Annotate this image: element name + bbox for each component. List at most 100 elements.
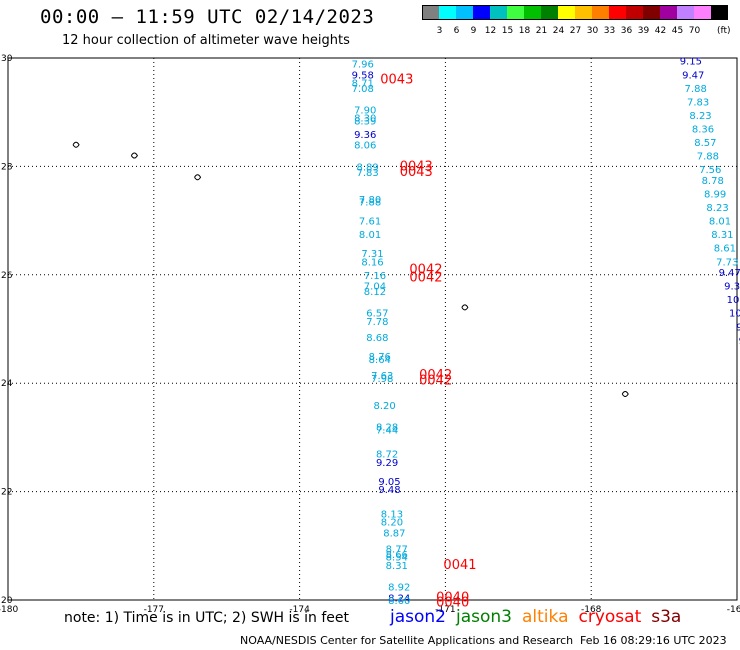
color-scale-swatch bbox=[558, 5, 575, 20]
wave-height-label: 8.13 bbox=[381, 509, 403, 520]
color-scale-swatch bbox=[626, 5, 643, 20]
island-outline bbox=[461, 304, 469, 311]
footnote: note: 1) Time is in UTC; 2) SWH is in fe… bbox=[64, 610, 350, 626]
wave-height-label: 7.83 bbox=[357, 168, 379, 179]
wave-height-label: 7.83 bbox=[687, 97, 709, 108]
x-tick-label: -180 bbox=[0, 605, 18, 615]
wave-height-label: 8.78 bbox=[702, 176, 724, 187]
wave-height-label: 10. bbox=[727, 295, 740, 306]
wave-height-label: 7.16 bbox=[364, 271, 386, 282]
x-tick-label: -177 bbox=[144, 605, 164, 615]
wave-height-label: 9.29 bbox=[376, 458, 398, 469]
legend-entry: jason3 bbox=[456, 607, 512, 627]
cryosat-pass-label: 0043 bbox=[400, 159, 433, 174]
color-scale-swatch bbox=[473, 5, 490, 20]
wave-height-label: 7.63 bbox=[371, 371, 393, 382]
x-tick-label: -174 bbox=[289, 605, 310, 615]
color-scale-label: 24 bbox=[552, 26, 565, 36]
wave-height-label: 8.23 bbox=[689, 111, 711, 122]
wave-height-label: 7.04 bbox=[364, 282, 386, 293]
color-scale-label: 27 bbox=[569, 26, 582, 36]
wave-height-label: 7.80 bbox=[359, 195, 381, 206]
wave-height-label: 8.31 bbox=[386, 561, 408, 572]
color-scale-label: 9 bbox=[470, 26, 477, 36]
wave-height-label: 8.31 bbox=[711, 230, 733, 241]
credit-text: NOAA/NESDIS Center for Satellite Applica… bbox=[240, 634, 574, 647]
wave-height-label: 8.23 bbox=[706, 203, 728, 214]
color-scale-swatch bbox=[592, 5, 609, 20]
wave-height-label: 8.24 bbox=[388, 593, 410, 604]
wave-height-label: 9.05 bbox=[378, 477, 400, 488]
wave-height-label: 7.88 bbox=[685, 84, 707, 95]
wave-height-label: 8.77 bbox=[386, 545, 408, 556]
color-scale-label: 6 bbox=[453, 26, 460, 36]
color-scale-swatch bbox=[541, 5, 558, 20]
wave-height-label: 7.61 bbox=[359, 217, 381, 228]
color-scale-label: 21 bbox=[535, 26, 548, 36]
wave-height-label: 8.66 bbox=[386, 550, 408, 561]
y-tick-label: 24 bbox=[1, 379, 13, 389]
color-scale-label: 42 bbox=[654, 26, 667, 36]
color-scale-swatch bbox=[677, 5, 694, 20]
y-tick-label: 30 bbox=[1, 54, 13, 64]
wave-height-label: 9.36 bbox=[354, 130, 376, 141]
island-outline bbox=[72, 141, 80, 148]
cryosat-pass-label: 0043 bbox=[400, 165, 433, 180]
cryosat-pass-label: 0041 bbox=[443, 558, 476, 573]
wave-height-label: 7.78 bbox=[366, 317, 388, 328]
wave-height-label: 8.39 bbox=[354, 116, 376, 127]
wave-height-label: 9.47 bbox=[682, 70, 704, 81]
wave-height-label: 8.57 bbox=[694, 138, 716, 149]
wave-height-label: 8.30 bbox=[354, 114, 376, 125]
y-tick-label: 22 bbox=[1, 488, 12, 498]
island-outline bbox=[130, 152, 138, 159]
color-scale-swatch bbox=[490, 5, 507, 20]
wave-height-label: 8.72 bbox=[376, 450, 398, 461]
wave-height-label: 8.28 bbox=[376, 423, 398, 434]
x-tick-label: -171 bbox=[435, 605, 455, 615]
wave-height-label: 8.20 bbox=[374, 401, 396, 412]
wave-height-label: 6.57 bbox=[366, 309, 388, 320]
wave-height-label: 7.08 bbox=[352, 84, 374, 95]
color-scale-swatch bbox=[456, 5, 473, 20]
color-scale-label: 15 bbox=[501, 26, 514, 36]
wave-height-label: 8.60 bbox=[388, 596, 410, 607]
color-scale-label: 70 bbox=[688, 26, 701, 36]
cryosat-pass-label: 0042 bbox=[419, 373, 452, 388]
wave-height-label: 9.47 bbox=[719, 268, 740, 279]
wave-height-label: 7.44 bbox=[376, 425, 398, 436]
color-scale-swatch bbox=[524, 5, 541, 20]
wave-height-label: 8.68 bbox=[366, 333, 388, 344]
y-tick-label: 20 bbox=[1, 596, 13, 606]
wave-height-label: 10. bbox=[729, 309, 740, 320]
color-scale-swatch bbox=[422, 5, 439, 20]
color-scale-unit: (ft) bbox=[717, 26, 731, 36]
cryosat-pass-label: 0040 bbox=[436, 590, 469, 605]
y-tick-label: 26 bbox=[1, 271, 13, 281]
wave-height-label: 8.16 bbox=[361, 257, 383, 268]
color-scale-swatch bbox=[507, 5, 524, 20]
wave-height-label: 8.54 bbox=[386, 553, 408, 564]
cryosat-pass-label: 0043 bbox=[380, 73, 413, 88]
color-scale-swatch bbox=[609, 5, 626, 20]
wave-height-label: 9 bbox=[739, 336, 740, 347]
cryosat-pass-label: 0042 bbox=[409, 271, 442, 286]
color-scale-label: 36 bbox=[620, 26, 633, 36]
x-tick-label: -165 bbox=[727, 605, 740, 615]
legend-entry: altika bbox=[522, 607, 569, 627]
color-scale-border bbox=[422, 5, 728, 20]
color-scale-swatch bbox=[575, 5, 592, 20]
wave-height-label: 9.58 bbox=[352, 70, 374, 81]
legend-entry: s3a bbox=[651, 607, 682, 627]
color-scale-label: 45 bbox=[671, 26, 684, 36]
satellite-legend: jason2 jason3 altika cryosat s3a bbox=[390, 607, 691, 627]
wave-height-label: 9.48 bbox=[378, 485, 400, 496]
legend-entry: cryosat bbox=[578, 607, 642, 627]
color-scale-label: 18 bbox=[518, 26, 531, 36]
wave-height-label: 7.88 bbox=[359, 198, 381, 209]
island-outline bbox=[194, 174, 202, 181]
chart-title: 00:00 – 11:59 UTC 02/14/2023 bbox=[40, 6, 375, 28]
cryosat-pass-label: 0040 bbox=[436, 596, 469, 611]
chart-subtitle: 12 hour collection of altimeter wave hei… bbox=[62, 33, 350, 48]
